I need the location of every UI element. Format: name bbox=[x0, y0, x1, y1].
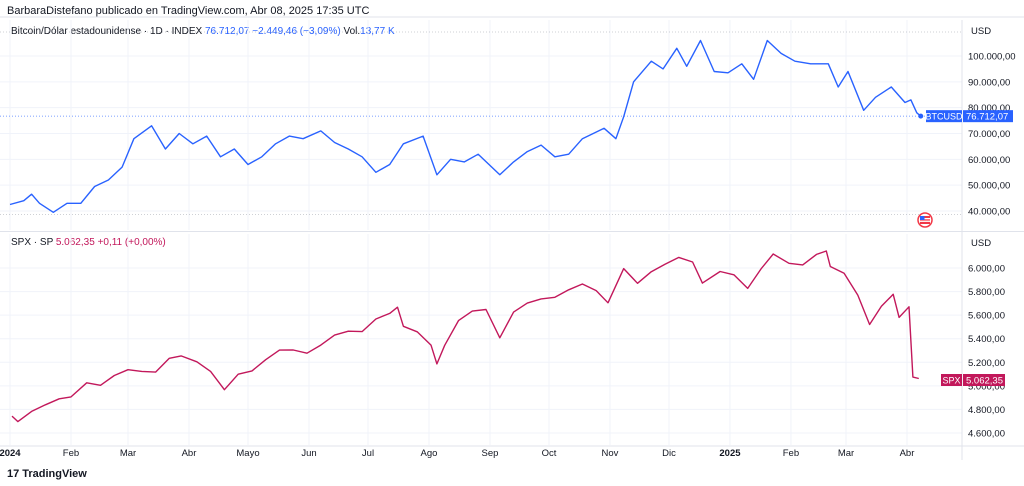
time-axis-label: Mar bbox=[838, 448, 854, 459]
grid-lines bbox=[0, 20, 962, 445]
time-axis-label: Feb bbox=[63, 448, 79, 459]
btc-change: −2.449,46 (−3,09%) bbox=[252, 26, 341, 37]
btc-last-value: 76.712,07 bbox=[204, 26, 250, 37]
btc-axis-tick-label: 70.000,00 bbox=[968, 129, 1010, 140]
time-axis-label: Abr bbox=[182, 448, 197, 459]
time-axis-label: Abr bbox=[900, 448, 915, 459]
time-axis-label: Nov bbox=[602, 448, 619, 459]
spx-last-value: 5.062,35 bbox=[55, 237, 95, 248]
time-axis-label: Jul bbox=[362, 448, 374, 459]
tradingview-logo[interactable]: 17 TradingView bbox=[7, 468, 87, 480]
time-axis-label: Feb bbox=[783, 448, 799, 459]
time-axis-label: Mayo bbox=[236, 448, 259, 459]
time-axis-label: Sep bbox=[482, 448, 499, 459]
btc-axis-currency[interactable]: USD bbox=[971, 26, 992, 37]
spx-series-line bbox=[11, 250, 919, 423]
spx-series-name: SPX · SP bbox=[11, 237, 54, 248]
spx-last-price-label: SPX 5.062,35 bbox=[941, 374, 1005, 387]
flag-stripe bbox=[920, 220, 930, 222]
btc-axis-tick-label: 50.000,00 bbox=[968, 181, 1010, 192]
spx-axis-tick-label: 5.600,00 bbox=[968, 311, 1005, 322]
tradingview-logo-text: TradingView bbox=[22, 468, 87, 480]
btc-series-name: Bitcoin/Dólar estadounidense · 1D · INDE… bbox=[11, 26, 203, 37]
btc-axis-tick-label: 100.000,00 bbox=[968, 52, 1016, 63]
spx-axis-tick-label: 4.800,00 bbox=[968, 405, 1005, 416]
spx-symbol-tag bbox=[941, 374, 962, 386]
btc-price-axis[interactable]: 100.000,00 90.000,00 80.000,00 70.000,00 60.… bbox=[968, 52, 1016, 218]
time-axis[interactable]: 2024 Feb Mar Abr Mayo Jun Jul Ago Sep Oct Nov Dic 20… bbox=[0, 448, 914, 459]
chart-frame bbox=[0, 16, 1024, 460]
us-flag-icon[interactable] bbox=[917, 212, 933, 228]
time-axis-label: 2024 bbox=[0, 448, 21, 459]
btc-symbol-tag bbox=[926, 110, 962, 123]
btc-last-point bbox=[918, 113, 924, 119]
spx-axis-tick-label: 5.400,00 bbox=[968, 334, 1005, 345]
spx-symbol-text: SPX bbox=[942, 376, 960, 386]
spx-axis-tick-label: 6.000,00 bbox=[968, 264, 1005, 275]
btc-price-tag bbox=[963, 110, 1013, 123]
time-axis-label: Mar bbox=[120, 448, 136, 459]
spx-price-tag bbox=[963, 374, 1005, 386]
spx-change: +0,11 (+0,00%) bbox=[97, 237, 166, 248]
time-axis-label: Oct bbox=[542, 448, 557, 459]
btc-symbol-text: BTCUSD bbox=[925, 112, 963, 122]
flag-stripe bbox=[920, 218, 930, 220]
tradingview-logo-icon: 17 bbox=[7, 468, 20, 480]
btc-axis-tick-label: 60.000,00 bbox=[968, 155, 1010, 166]
price-labels: BTCUSD 76.712,07 SPX 5.062,35 bbox=[925, 110, 1013, 387]
btc-axis-tick-label: 40.000,00 bbox=[968, 207, 1010, 218]
btc-last-price-label: BTCUSD 76.712,07 bbox=[925, 110, 1013, 123]
btc-series-line bbox=[9, 39, 922, 213]
volume-value: 13,77 K bbox=[360, 26, 395, 37]
spx-price-text: 5.062,35 bbox=[966, 376, 1003, 387]
time-axis-label: Ago bbox=[421, 448, 438, 459]
flag-stripes bbox=[920, 216, 930, 224]
spx-axis-tick-label: 5.800,00 bbox=[968, 287, 1005, 298]
series-lines bbox=[0, 31, 962, 423]
spx-price-axis[interactable]: 6.000,00 5.800,00 5.600,00 5.400,00 5.200,00… bbox=[968, 264, 1005, 440]
time-axis-label: Jun bbox=[301, 448, 316, 459]
spx-axis-currency[interactable]: USD bbox=[971, 238, 992, 249]
publisher-attribution: BarbaraDistefano publicado en TradingVie… bbox=[7, 5, 370, 17]
btc-series-legend[interactable]: Bitcoin/Dólar estadounidense · 1D · INDE… bbox=[11, 26, 395, 37]
spx-series-legend[interactable]: SPX · SP 5.062,35 +0,11 (+0,00%) bbox=[11, 237, 166, 248]
btc-price-text: 76.712,07 bbox=[966, 112, 1008, 123]
spx-axis-tick-label: 5.200,00 bbox=[968, 358, 1005, 369]
time-axis-label: Dic bbox=[662, 448, 676, 459]
btc-axis-tick-label: 90.000,00 bbox=[968, 77, 1010, 88]
spx-axis-tick-label: 4.600,00 bbox=[968, 429, 1005, 440]
flag-canton bbox=[920, 216, 925, 220]
btc-axis-tick-label: 80.000,00 bbox=[968, 103, 1010, 114]
spx-axis-tick-label: 5.000,00 bbox=[968, 381, 1005, 392]
volume-label: Vol. bbox=[343, 26, 361, 37]
time-axis-label: 2025 bbox=[719, 448, 741, 459]
